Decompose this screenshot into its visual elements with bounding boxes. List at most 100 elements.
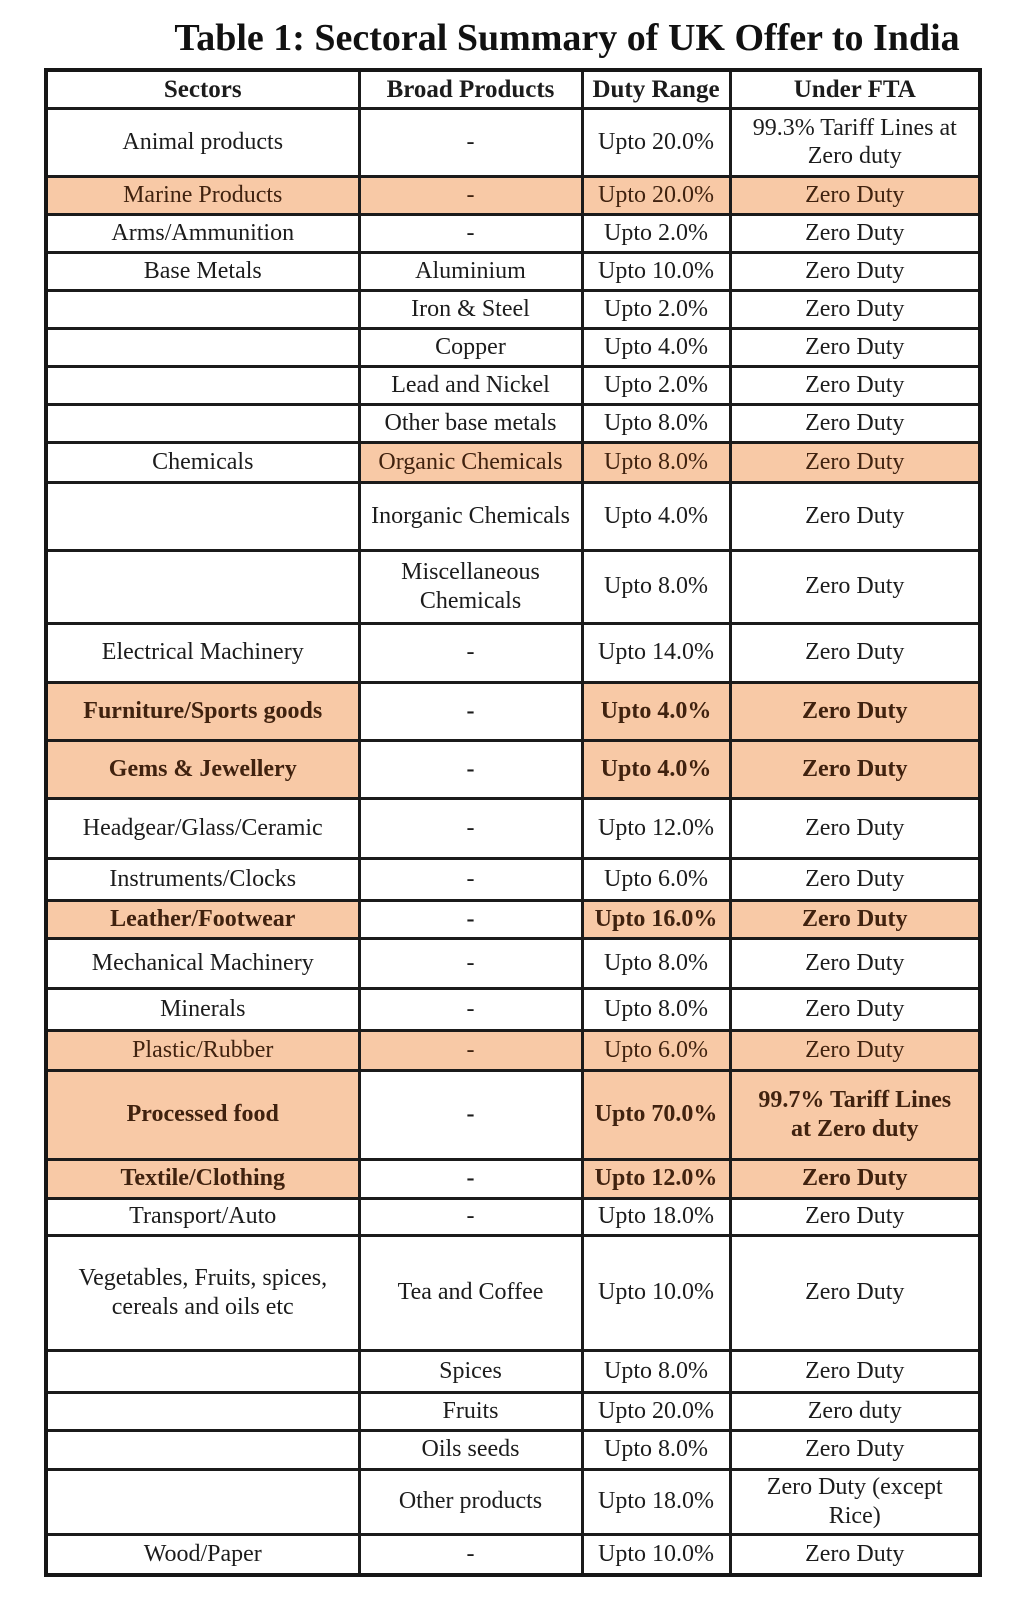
duty-cell: Upto 6.0%: [580, 1028, 732, 1072]
table-body: Animal products - Upto 20.0% 99.3% Tariff L…: [44, 106, 982, 1577]
product-cell: -: [357, 621, 584, 684]
fta-cell: Zero Duty: [728, 738, 982, 800]
sector-cell: Minerals: [44, 986, 361, 1032]
header-cell-under-fta: Under FTA: [728, 68, 982, 110]
duty-cell: Upto 20.0%: [580, 1390, 732, 1432]
product-cell: -: [357, 212, 584, 254]
duty-cell: Upto 20.0%: [580, 174, 732, 216]
duty-cell: Upto 10.0%: [580, 1532, 732, 1577]
fta-cell: Zero Duty: [728, 288, 982, 330]
duty-cell: Upto 4.0%: [580, 680, 732, 742]
fta-cell: Zero Duty (except Rice): [728, 1467, 982, 1536]
sector-cell: Transport/Auto: [44, 1196, 361, 1237]
product-cell: Iron & Steel: [357, 288, 584, 330]
table-row: Marine Products - Upto 20.0% Zero Duty: [44, 174, 982, 216]
fta-cell: Zero Duty: [728, 250, 982, 292]
sector-cell: [44, 480, 361, 552]
sector-cell: [44, 402, 361, 444]
product-cell: Inorganic Chemicals: [357, 480, 584, 552]
table-row: Fruits Upto 20.0% Zero duty: [44, 1390, 982, 1432]
sector-cell: Textile/Clothing: [44, 1157, 361, 1200]
header-cell-duty-range: Duty Range: [580, 68, 732, 110]
fta-cell: Zero Duty: [728, 898, 982, 940]
product-cell: -: [357, 1028, 584, 1072]
fta-cell: Zero Duty: [728, 440, 982, 484]
sector-cell: [44, 326, 361, 368]
table-row: Minerals - Upto 8.0% Zero Duty: [44, 986, 982, 1032]
table-row: Transport/Auto - Upto 18.0% Zero Duty: [44, 1196, 982, 1237]
product-cell: Tea and Coffee: [357, 1233, 584, 1352]
product-cell: -: [357, 898, 584, 940]
sector-cell: Electrical Machinery: [44, 621, 361, 684]
product-cell: Aluminium: [357, 250, 584, 292]
sector-cell: Chemicals: [44, 440, 361, 484]
product-cell: -: [357, 106, 584, 178]
page-title: Table 1: Sectoral Summary of UK Offer to…: [174, 17, 960, 59]
fta-cell: Zero Duty: [728, 212, 982, 254]
header-row: Sectors Broad Products Duty Range Under …: [44, 68, 982, 110]
duty-cell: Upto 18.0%: [580, 1196, 732, 1237]
table-row: Animal products - Upto 20.0% 99.3% Tariff L…: [44, 106, 982, 178]
duty-cell: Upto 2.0%: [580, 288, 732, 330]
product-cell: -: [357, 1068, 584, 1161]
fta-cell: Zero Duty: [728, 326, 982, 368]
summary-table: Sectors Broad Products Duty Range Under …: [44, 68, 982, 1577]
table-row: Headgear/Glass/Ceramic - Upto 12.0% Zero Du…: [44, 796, 982, 860]
table-row: Other base metals Upto 8.0% Zero Duty: [44, 402, 982, 444]
duty-cell: Upto 12.0%: [580, 796, 732, 860]
table-row: Leather/Footwear - Upto 16.0% Zero Duty: [44, 898, 982, 940]
table-row: Textile/Clothing - Upto 12.0% Zero Duty: [44, 1157, 982, 1200]
product-cell: Other base metals: [357, 402, 584, 444]
table-row: Wood/Paper - Upto 10.0% Zero Duty: [44, 1532, 982, 1577]
table-row: Spices Upto 8.0% Zero Duty: [44, 1348, 982, 1394]
fta-cell: Zero Duty: [728, 1348, 982, 1394]
table-header: Sectors Broad Products Duty Range Under …: [44, 68, 982, 110]
duty-cell: Upto 8.0%: [580, 936, 732, 990]
duty-cell: Upto 4.0%: [580, 480, 732, 552]
product-cell: Lead and Nickel: [357, 364, 584, 406]
product-cell: -: [357, 680, 584, 742]
table-row: Plastic/Rubber - Upto 6.0% Zero Duty: [44, 1028, 982, 1072]
table-row: Mechanical Machinery - Upto 8.0% Zero Duty: [44, 936, 982, 990]
table-row: Copper Upto 4.0% Zero Duty: [44, 326, 982, 368]
sector-cell: [44, 548, 361, 625]
product-cell: Spices: [357, 1348, 584, 1394]
table-row: Instruments/Clocks - Upto 6.0% Zero Duty: [44, 856, 982, 902]
duty-cell: Upto 10.0%: [580, 1233, 732, 1352]
product-cell: -: [357, 796, 584, 860]
duty-cell: Upto 8.0%: [580, 548, 732, 625]
product-cell: Oils seeds: [357, 1428, 584, 1471]
duty-cell: Upto 8.0%: [580, 1348, 732, 1394]
product-cell: Miscellaneous Chemicals: [357, 548, 584, 625]
sector-cell: [44, 1428, 361, 1471]
fta-cell: Zero Duty: [728, 1157, 982, 1200]
table-row: Vegetables, Fruits, spices, cereals and …: [44, 1233, 982, 1352]
fta-cell: Zero Duty: [728, 548, 982, 625]
product-cell: Fruits: [357, 1390, 584, 1432]
product-cell: -: [357, 1532, 584, 1577]
fta-cell: Zero Duty: [728, 174, 982, 216]
fta-cell: Zero Duty: [728, 402, 982, 444]
duty-cell: Upto 10.0%: [580, 250, 732, 292]
sector-cell: Base Metals: [44, 250, 361, 292]
fta-cell: Zero Duty: [728, 986, 982, 1032]
fta-cell: Zero Duty: [728, 1196, 982, 1237]
sector-cell: Mechanical Machinery: [44, 936, 361, 990]
fta-cell: Zero Duty: [728, 856, 982, 902]
sector-cell: Instruments/Clocks: [44, 856, 361, 902]
duty-cell: Upto 18.0%: [580, 1467, 732, 1536]
header-cell-broad-products: Broad Products: [357, 68, 584, 110]
duty-cell: Upto 6.0%: [580, 856, 732, 902]
fta-cell: Zero Duty: [728, 936, 982, 990]
table-row: Base Metals Aluminium Upto 10.0% Zero Duty: [44, 250, 982, 292]
table-row: Furniture/Sports goods - Upto 4.0% Zero Dut…: [44, 680, 982, 742]
table-row: Processed food - Upto 70.0% 99.7% Tariff Li…: [44, 1068, 982, 1161]
sector-cell: Plastic/Rubber: [44, 1028, 361, 1072]
fta-cell: Zero Duty: [728, 480, 982, 552]
product-cell: Copper: [357, 326, 584, 368]
sector-cell: Wood/Paper: [44, 1532, 361, 1577]
duty-cell: Upto 70.0%: [580, 1068, 732, 1161]
table-row: Iron & Steel Upto 2.0% Zero Duty: [44, 288, 982, 330]
duty-cell: Upto 20.0%: [580, 106, 732, 178]
duty-cell: Upto 12.0%: [580, 1157, 732, 1200]
